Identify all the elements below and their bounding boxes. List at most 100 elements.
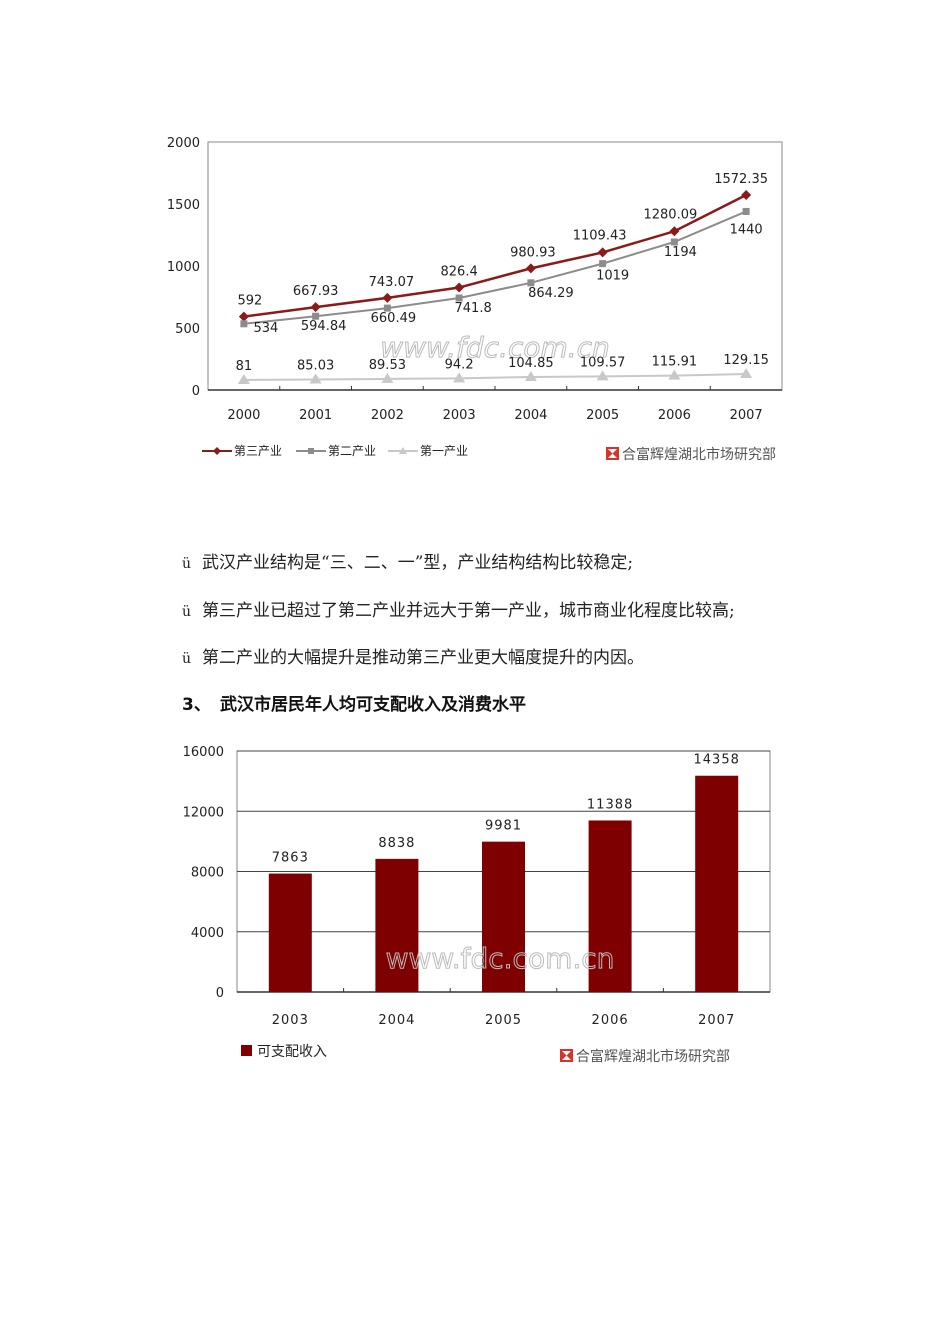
data-label: 81 bbox=[236, 359, 253, 374]
bar bbox=[695, 775, 739, 992]
triangle-marker bbox=[740, 367, 753, 378]
data-label: 104.85 bbox=[508, 356, 554, 371]
bar bbox=[588, 820, 632, 992]
y-tick-label: 2000 bbox=[167, 136, 200, 151]
legend-square-icon bbox=[308, 448, 314, 454]
triangle-marker bbox=[381, 372, 394, 383]
industry-line-chart: 0 500 1000 1500 2000 2000 2001 2002 2003 2004 2005… bbox=[150, 125, 800, 470]
data-label: 743.07 bbox=[369, 275, 415, 290]
section-heading: 3、 武汉市居民年人均可支配收入及消费水平 bbox=[182, 690, 526, 715]
square-marker bbox=[670, 238, 678, 246]
x-tick-label: 2006 bbox=[592, 1013, 629, 1028]
diamond-marker bbox=[238, 311, 249, 322]
y-tick-label: 0 bbox=[216, 986, 224, 1001]
bullet-mark: ü bbox=[182, 651, 192, 667]
legend-label: 第二产业 bbox=[328, 444, 376, 458]
data-label: 741.8 bbox=[455, 301, 492, 316]
diamond-marker bbox=[525, 263, 536, 274]
x-tick-label: 2005 bbox=[586, 408, 619, 423]
data-label: 129.15 bbox=[723, 353, 769, 368]
diamond-marker bbox=[454, 282, 465, 293]
y-tick-label: 1500 bbox=[167, 198, 200, 213]
data-label: 109.57 bbox=[580, 355, 626, 370]
y-tick-label: 8000 bbox=[191, 866, 224, 881]
triangle-marker bbox=[453, 372, 466, 383]
square-marker bbox=[742, 207, 750, 215]
triangle-marker bbox=[596, 370, 609, 381]
x-tick-label: 2003 bbox=[272, 1013, 309, 1028]
bullet-mark: ü bbox=[182, 604, 192, 620]
data-label: 115.91 bbox=[652, 355, 698, 370]
series-line-3 bbox=[243, 372, 747, 381]
source-label: 合富辉煌湖北市场研究部 bbox=[576, 1048, 730, 1065]
bar bbox=[375, 858, 419, 992]
triangle-marker bbox=[237, 373, 250, 384]
data-label: 864.29 bbox=[528, 286, 574, 301]
triangle-marker bbox=[309, 373, 322, 384]
bar-value-label: 7863 bbox=[272, 851, 309, 866]
x-tick-label: 2004 bbox=[378, 1013, 415, 1028]
bar-value-label: 8838 bbox=[378, 836, 415, 851]
bar-legend: 可支配收入 bbox=[241, 1044, 327, 1060]
watermark: www.fdc.com.cn bbox=[386, 942, 615, 975]
data-label: 1572.35 bbox=[714, 172, 768, 187]
bullet-1: ü 武汉产业结构是“三、二、一”型，产业结构结构比较稳定; bbox=[182, 548, 633, 573]
bullet-2: ü 第三产业已超过了第二产业并远大于第一产业，城市商业化程度比较高; bbox=[182, 596, 735, 621]
square-marker bbox=[312, 312, 320, 320]
square-marker bbox=[527, 279, 535, 287]
data-label: 826.4 bbox=[441, 265, 478, 280]
y-tick-label: 0 bbox=[192, 384, 200, 399]
x-tick-label: 2006 bbox=[658, 408, 691, 423]
y-tick-label: 16000 bbox=[183, 745, 224, 760]
y-tick-label: 500 bbox=[175, 322, 200, 337]
diamond-marker bbox=[669, 226, 680, 237]
square-marker bbox=[599, 260, 607, 268]
income-bar-chart: 0 4000 8000 12000 16000 7863 2003 8838 2004 9981 2… bbox=[160, 735, 800, 1075]
bar-value-label: 11388 bbox=[587, 797, 633, 812]
bar-value-label: 14358 bbox=[694, 753, 740, 768]
x-tick-label: 2000 bbox=[227, 408, 260, 423]
x-tick-label: 2007 bbox=[730, 408, 763, 423]
plot-area bbox=[207, 141, 783, 391]
x-tick-label: 2004 bbox=[514, 408, 547, 423]
data-label: 594.84 bbox=[301, 319, 347, 334]
data-label: 534 bbox=[253, 321, 278, 336]
x-tick-label: 2001 bbox=[299, 408, 332, 423]
legend-diamond-icon bbox=[213, 447, 221, 455]
legend-label: 第一产业 bbox=[420, 444, 468, 458]
section-title: 武汉市居民年人均可支配收入及消费水平 bbox=[220, 695, 526, 715]
bullet-text: 第三产业已超过了第二产业并远大于第一产业，城市商业化程度比较高; bbox=[202, 601, 735, 621]
bar bbox=[482, 841, 525, 992]
data-label: 980.93 bbox=[510, 245, 556, 260]
source-label: 合富辉煌湖北市场研究部 bbox=[622, 446, 776, 463]
legend-label: 第三产业 bbox=[234, 444, 282, 458]
legend-label: 可支配收入 bbox=[257, 1044, 327, 1060]
data-label: 1194 bbox=[664, 245, 697, 260]
line-chart-svg: 0 500 1000 1500 2000 2000 2001 2002 2003 2004 2005… bbox=[167, 136, 783, 463]
triangle-marker bbox=[668, 369, 681, 380]
data-label: 660.49 bbox=[371, 311, 417, 326]
x-tick-label: 2005 bbox=[485, 1013, 522, 1028]
x-tick-label: 2007 bbox=[698, 1013, 735, 1028]
line-chart-source: 合富辉煌湖北市场研究部 bbox=[606, 446, 776, 463]
y-tick-label: 1000 bbox=[167, 260, 200, 275]
legend-square-icon bbox=[241, 1045, 252, 1056]
line-legend: 第三产业 第二产业 第一产业 bbox=[202, 444, 468, 458]
square-marker bbox=[383, 304, 391, 312]
diamond-marker bbox=[741, 190, 752, 201]
section-number: 3、 bbox=[182, 695, 211, 715]
data-label: 592 bbox=[237, 294, 262, 309]
data-label: 1109.43 bbox=[573, 228, 627, 243]
bullet-text: 第二产业的大幅提升是推动第三产业更大幅度提升的内因。 bbox=[202, 648, 644, 668]
bar-chart-svg: 0 4000 8000 12000 16000 7863 2003 8838 2004 9981 2… bbox=[183, 745, 771, 1065]
square-marker bbox=[240, 320, 248, 328]
bullet-text: 武汉产业结构是“三、二、一”型，产业结构结构比较稳定; bbox=[202, 553, 634, 573]
x-tick-label: 2003 bbox=[443, 408, 476, 423]
data-label: 667.93 bbox=[293, 284, 339, 299]
series-line-2 bbox=[243, 210, 747, 325]
triangle-marker bbox=[524, 370, 537, 381]
data-label: 85.03 bbox=[297, 358, 334, 373]
data-label: 94.2 bbox=[445, 357, 474, 372]
data-label: 89.53 bbox=[369, 358, 406, 373]
diamond-marker bbox=[597, 247, 608, 258]
